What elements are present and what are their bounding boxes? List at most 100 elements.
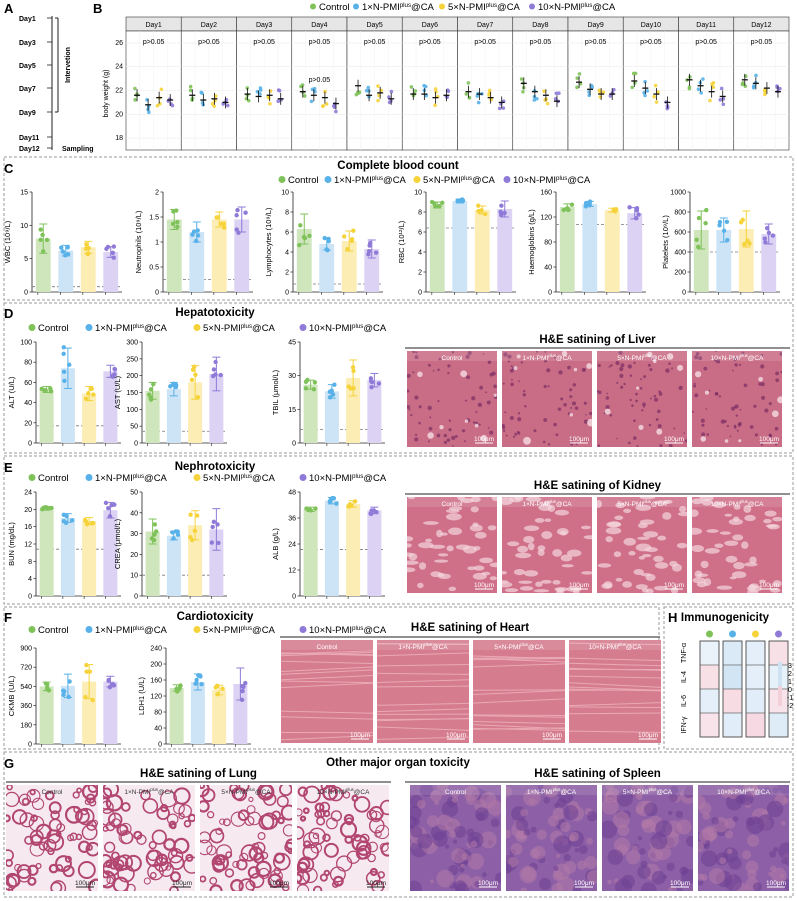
data-point	[440, 200, 445, 206]
tubule	[491, 497, 497, 502]
y-tick-label: 720	[20, 665, 32, 672]
group-tail: @CA	[252, 473, 276, 484]
data-point	[195, 395, 201, 400]
p-value: p>0.05	[364, 39, 386, 46]
group-tail: @CA	[252, 625, 276, 636]
nucleus	[647, 363, 651, 367]
y-tick-label: 24	[24, 490, 32, 497]
group-label: 1×N-PMIplus@CA	[362, 2, 435, 13]
group-tail: @CA	[651, 355, 667, 362]
data-point	[703, 220, 708, 226]
alveolus	[69, 832, 78, 841]
data-point	[87, 669, 93, 674]
cell-cluster	[669, 793, 678, 802]
nucleus	[633, 361, 636, 365]
tubule	[692, 509, 699, 517]
data-point	[721, 102, 726, 107]
fiber	[569, 662, 661, 667]
data-point	[67, 362, 72, 367]
alveolus	[27, 864, 39, 876]
group-label: 1×N-PMIplus@CA	[522, 499, 572, 508]
data-point	[86, 251, 91, 256]
tubule	[700, 560, 709, 569]
nucleus	[760, 364, 765, 369]
data-point	[322, 235, 327, 241]
nucleus	[507, 354, 512, 359]
data-point	[765, 226, 770, 231]
bar	[452, 201, 468, 292]
group-name: 10×N-PMI	[711, 355, 741, 362]
data-point	[170, 382, 176, 387]
nucleus	[502, 382, 505, 385]
cell-cluster	[474, 880, 481, 888]
data-point	[458, 197, 463, 203]
data-point	[241, 684, 246, 690]
cell-cluster	[523, 788, 541, 807]
data-point	[376, 84, 380, 88]
nucleus	[410, 414, 413, 417]
group-label: 10×N-PMIplus@CA	[317, 787, 370, 796]
vessel	[569, 413, 573, 417]
legend-dot	[353, 3, 359, 10]
fiber	[473, 656, 565, 659]
y-tick-label: 900	[20, 646, 32, 653]
data-point	[175, 224, 180, 229]
section-title-E: Nephrotoxicity	[175, 461, 256, 473]
cell-cluster	[698, 828, 715, 845]
y-tick-label: 40	[154, 726, 162, 733]
tubule	[728, 518, 743, 525]
nucleus	[723, 419, 727, 423]
tubule	[561, 564, 574, 568]
y-tick-label: 0	[28, 594, 32, 601]
nucleus	[732, 356, 738, 362]
panel-label-B: B	[93, 1, 102, 16]
y-tick-label: 400	[674, 250, 686, 257]
nucleus	[619, 373, 624, 378]
nucleus	[555, 433, 559, 437]
data-point	[107, 684, 113, 690]
tissue-texture	[103, 785, 195, 891]
data-point	[169, 102, 173, 106]
heatmap-row-label: TNF-α	[681, 643, 688, 663]
alveolus	[64, 805, 83, 824]
group-label: 10×N-PMIplus@CA	[717, 787, 770, 796]
heatmap-cell	[722, 640, 743, 666]
nucleus	[730, 406, 736, 411]
group-sup: plus	[747, 787, 755, 792]
data-point	[88, 386, 94, 392]
tubule	[527, 542, 535, 551]
alveolus	[323, 842, 339, 858]
cell-cluster	[640, 882, 657, 891]
cell-cluster	[647, 785, 656, 793]
tubule	[422, 521, 439, 525]
cell-cluster	[616, 790, 633, 807]
y-tick-label: 800	[674, 210, 686, 217]
tissue-texture	[698, 785, 789, 891]
data-point	[243, 210, 248, 215]
data-point	[41, 249, 46, 254]
data-point	[308, 508, 313, 513]
data-point	[63, 253, 68, 258]
vessel	[586, 363, 592, 369]
tissue-texture	[569, 642, 661, 733]
nucleus	[737, 423, 742, 427]
tissue-texture	[692, 497, 782, 593]
bar	[166, 219, 182, 292]
cell-cluster	[551, 883, 564, 891]
alveolus	[280, 804, 292, 821]
y-axis-label: CREA (μmol/L)	[113, 518, 122, 569]
group-name: 1×N-PMI	[334, 175, 372, 186]
nucleus	[668, 443, 673, 447]
group-name: 5×N-PMI	[423, 175, 461, 186]
tubule	[433, 559, 449, 563]
alveolus	[75, 833, 83, 841]
legend-dot	[193, 626, 201, 633]
nucleus	[623, 356, 626, 359]
data-point	[240, 688, 245, 694]
data-point	[61, 351, 66, 356]
tissue-base	[200, 785, 292, 891]
heatmap-column-frame	[745, 640, 766, 738]
y-tick-label: 150	[126, 390, 138, 397]
alveolus	[258, 814, 275, 831]
